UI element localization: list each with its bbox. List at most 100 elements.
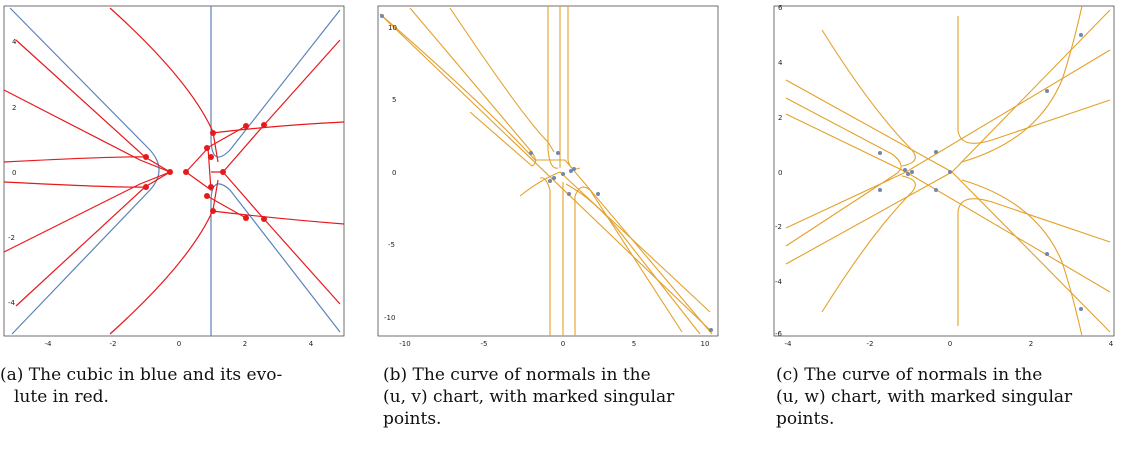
y-tick-label: -5 (388, 241, 395, 249)
singular-point (1079, 33, 1083, 37)
normals-curve (539, 177, 551, 336)
normals-curve (821, 29, 916, 167)
evolute-curve (185, 146, 212, 192)
evolute-curve (206, 195, 247, 219)
y-tick-label: -4 (8, 299, 16, 307)
singular-point (878, 151, 882, 155)
caption-a: (a) The cubic in blue and its evo- lute … (0, 364, 355, 408)
normals-curve (961, 6, 1083, 163)
x-tick-label: -2 (867, 340, 874, 348)
normals-curve (449, 7, 555, 153)
caption-line: (c) The curve of normals in the (776, 365, 1043, 385)
x-tick-label: -2 (110, 340, 117, 348)
evolute-curve (211, 121, 344, 134)
singular-point (548, 179, 552, 183)
evolute-point (243, 215, 249, 221)
plot-frame (773, 5, 1115, 337)
y-tick-label: -2 (8, 234, 15, 242)
evolute-curve (109, 179, 219, 335)
normals-curve (821, 175, 916, 313)
y-tick-label: -2 (775, 223, 782, 231)
normals-curve (785, 49, 1111, 229)
y-tick-label: 4 (778, 59, 783, 67)
evolute-curve (15, 171, 171, 307)
singular-point (934, 188, 938, 192)
x-tick-label: 5 (632, 340, 636, 348)
singular-point (556, 151, 560, 155)
normals-curve (567, 6, 581, 170)
y-ticks-c: 6 4 2 0 -2 -4 -6 (775, 4, 783, 338)
y-tick-label: 4 (12, 38, 17, 46)
evolute-curve (222, 171, 341, 305)
singular-point (569, 169, 573, 173)
x-tick-label: 0 (948, 340, 952, 348)
y-tick-label: 0 (778, 169, 782, 177)
y-tick-label: 6 (778, 4, 783, 12)
normals-curve (957, 16, 1111, 144)
x-tick-label: -5 (481, 340, 488, 348)
evolute-curve (109, 7, 219, 163)
normals-curve (785, 79, 1111, 333)
singular-point (529, 151, 533, 155)
evolute-point (183, 169, 189, 175)
singular-point (1045, 252, 1049, 256)
x-tick-label: 4 (309, 340, 314, 348)
cubic-curve (9, 7, 160, 335)
evolute-point (261, 122, 267, 128)
y-tick-label: -10 (384, 314, 395, 322)
evolute-point (143, 154, 149, 160)
y-tick-label: 0 (12, 169, 16, 177)
normals-curve (547, 6, 559, 169)
plot-frame (3, 5, 345, 337)
evolute-curve (15, 39, 171, 173)
normals-curve (785, 113, 1111, 293)
x-tick-label: 4 (1109, 340, 1114, 348)
caption-b: (b) The curve of normals in the (u, v) c… (383, 364, 728, 430)
singular-point (1045, 89, 1049, 93)
evolute-curve (4, 181, 149, 188)
cubic-curve (210, 183, 341, 336)
singular-point (934, 150, 938, 154)
y-ticks-a: 4 2 0 -2 -4 (8, 38, 17, 307)
evolute-point (204, 193, 210, 199)
normals-curve (957, 198, 1111, 326)
evolute-point (208, 184, 214, 190)
y-tick-label: 5 (392, 96, 396, 104)
plot-a: -4 -2 0 2 4 4 2 0 -2 -4 (3, 5, 345, 348)
evolute-point (208, 154, 214, 160)
caption-line: (b) The curve of normals in the (383, 365, 651, 385)
x-tick-label: 2 (1029, 340, 1033, 348)
normals-curve (519, 171, 711, 313)
singular-point (910, 170, 914, 174)
evolute-curve (211, 210, 344, 225)
evolute-point (167, 169, 173, 175)
x-ticks-a: -4 -2 0 2 4 (45, 340, 314, 348)
x-tick-label: 10 (701, 340, 710, 348)
panel-c: -4 -2 0 2 4 6 4 2 0 -2 -4 -6 (762, 0, 1121, 350)
x-ticks-c: -4 -2 0 2 4 (785, 340, 1114, 348)
evolute-curve (206, 125, 247, 149)
x-tick-label: 0 (561, 340, 565, 348)
singular-point (1079, 307, 1083, 311)
y-tick-label: 10 (388, 24, 397, 32)
singular-point (561, 172, 565, 176)
singular-point (878, 188, 882, 192)
plot-c: -4 -2 0 2 4 6 4 2 0 -2 -4 -6 (773, 4, 1115, 348)
singular-point (948, 170, 952, 174)
x-tick-label: 0 (177, 340, 181, 348)
y-ticks-b: 10 5 0 -5 -10 (384, 24, 397, 322)
evolute-point (210, 208, 216, 214)
evolute-point (243, 123, 249, 129)
singular-point (380, 14, 384, 18)
evolute-curve (4, 89, 172, 253)
y-tick-label: -4 (775, 278, 783, 286)
singular-point (552, 176, 556, 180)
caption-line: points. (776, 409, 835, 429)
normals-curve (574, 186, 683, 336)
evolute-point (210, 130, 216, 136)
singular-point (596, 192, 600, 196)
singular-point (709, 328, 713, 332)
singular-point (906, 172, 910, 176)
x-tick-label: -10 (399, 340, 410, 348)
normals-curve (785, 97, 902, 247)
